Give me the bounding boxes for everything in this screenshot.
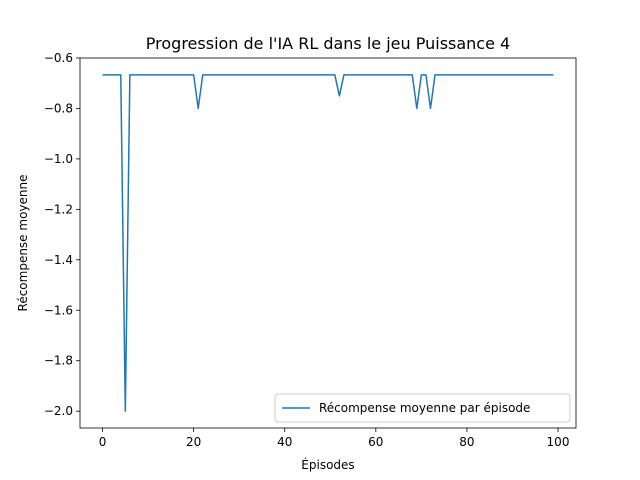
chart-title: Progression de l'IA RL dans le jeu Puiss… [146, 34, 510, 53]
x-tick-label: 80 [459, 435, 474, 449]
legend: Récompense moyenne par épisode [274, 393, 571, 423]
y-tick-label: −0.6 [44, 51, 73, 65]
series-line [102, 74, 554, 412]
x-tick-label: 40 [277, 435, 292, 449]
x-tick-label: 60 [368, 435, 383, 449]
y-tick-label: −1.2 [44, 202, 73, 216]
plot-area-frame [79, 57, 577, 429]
x-axis-label: Épisodes [301, 457, 354, 472]
legend-box [274, 393, 571, 423]
y-axis-label: Récompense moyenne [16, 175, 30, 312]
y-tick-label: −1.4 [44, 253, 73, 267]
y-tick-label: −1.0 [44, 152, 73, 166]
legend-label: Récompense moyenne par épisode [319, 401, 530, 415]
x-tick-label: 20 [186, 435, 201, 449]
y-axis-ticks: −0.6 −0.8 −1.0 −1.2 −1.4 −1.6 −1.8 −2.0 [44, 51, 80, 418]
x-axis-ticks: 0 20 40 60 80 100 [99, 428, 570, 449]
y-tick-label: −2.0 [44, 404, 73, 418]
y-tick-label: −1.6 [44, 303, 73, 317]
y-tick-label: −1.8 [44, 354, 73, 368]
x-tick-label: 0 [99, 435, 107, 449]
y-tick-label: −0.8 [44, 101, 73, 115]
x-tick-label: 100 [547, 435, 570, 449]
